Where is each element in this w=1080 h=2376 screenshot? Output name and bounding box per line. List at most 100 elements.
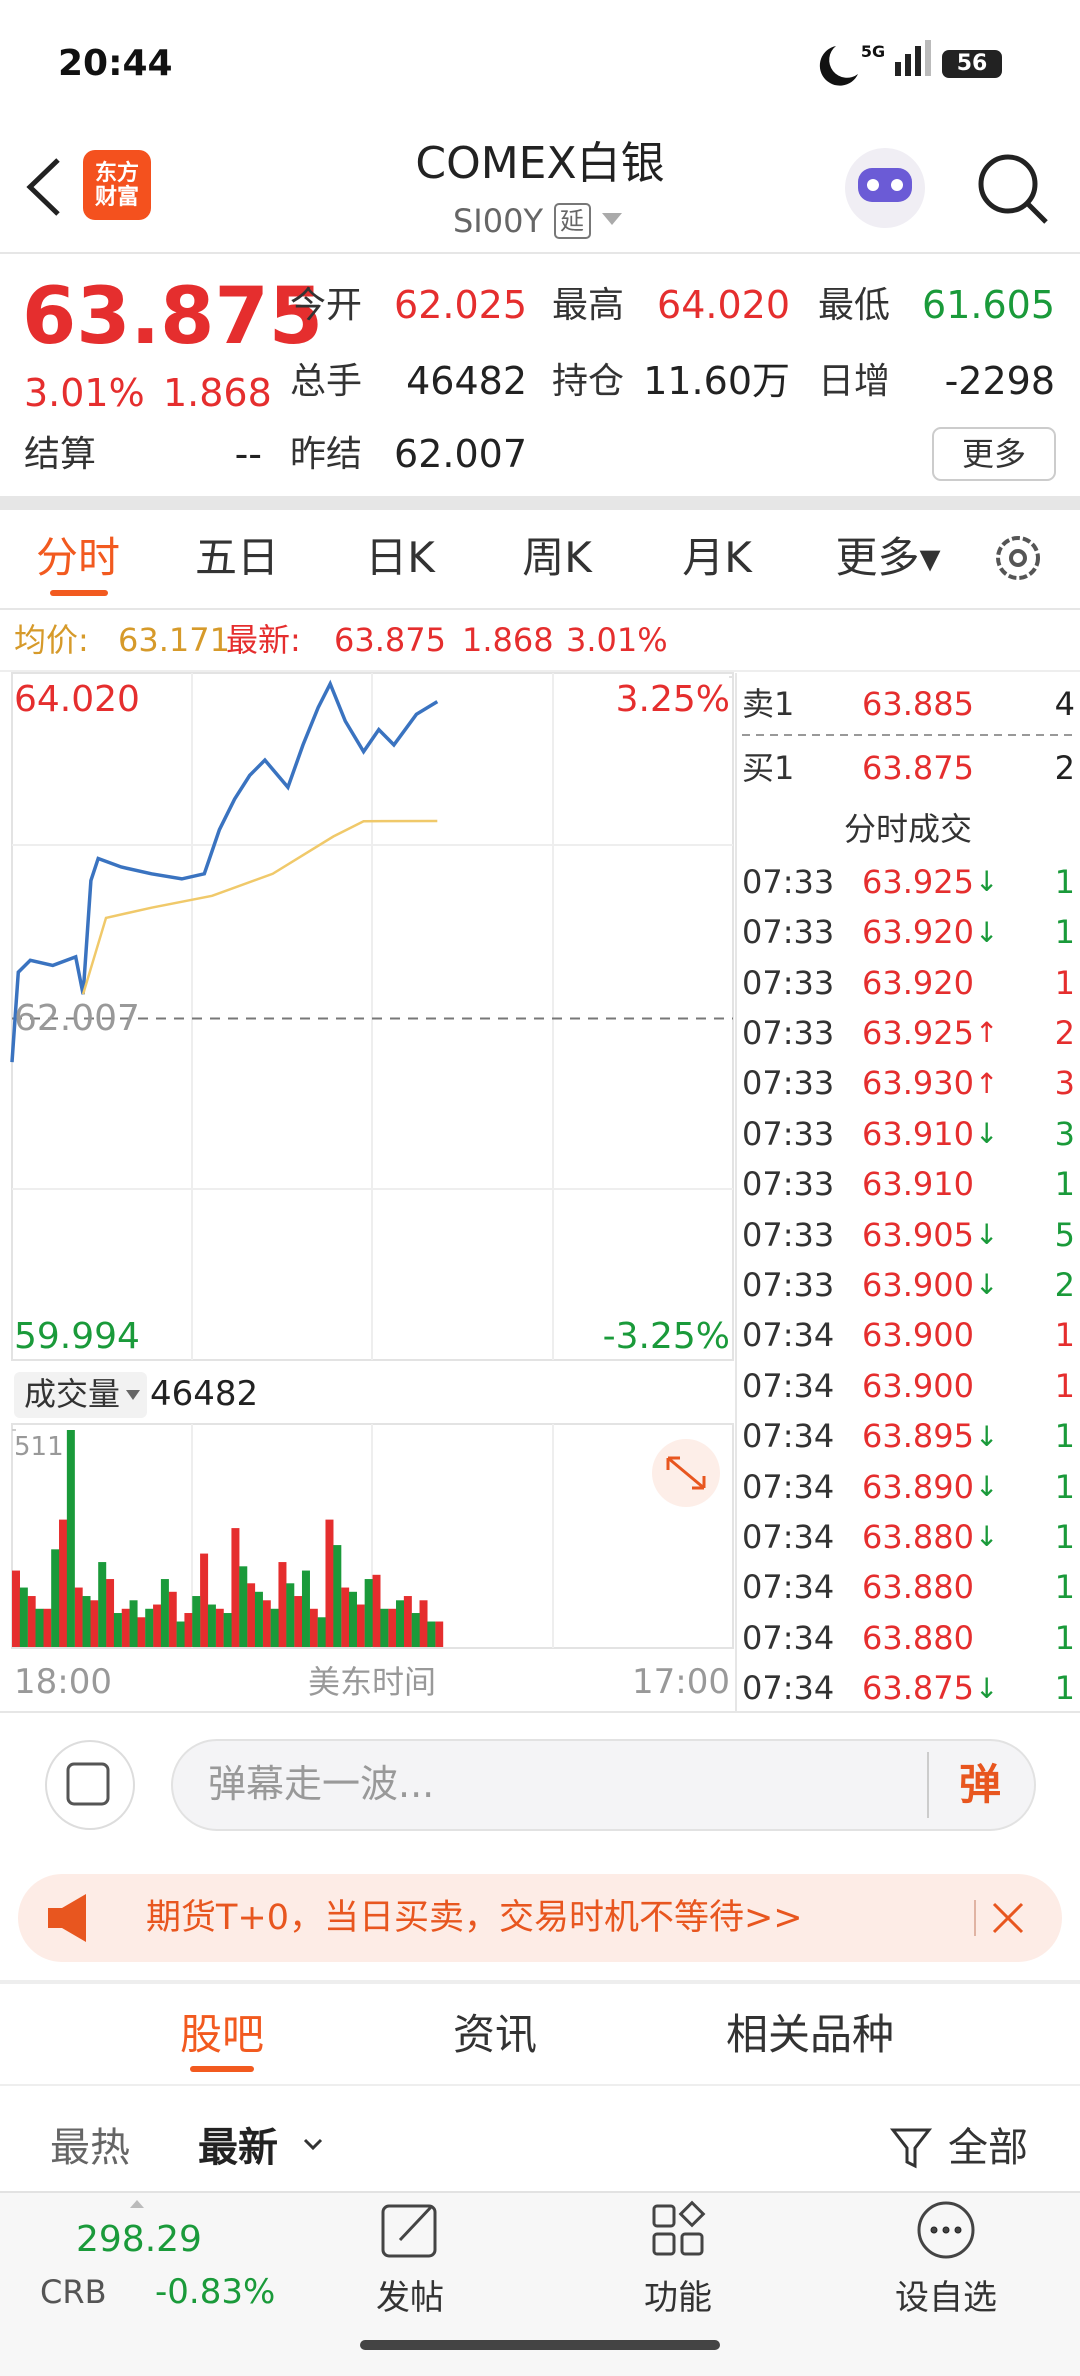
trade-volume: 3 [1054,1064,1075,1103]
trade-time: 07:34 [742,1366,835,1405]
section-tab[interactable]: 相关品种 [725,2009,895,2059]
volume-bar [380,1608,389,1647]
bid-label: 买1 [742,748,795,787]
volume-bar [286,1583,295,1647]
tab[interactable]: 日K [365,532,435,582]
trade-price: 63.880 [862,1568,974,1607]
volume-bar [106,1579,115,1647]
filter[interactable]: 最新 [198,2125,278,2171]
trade-volume: 5 [1054,1215,1075,1254]
field-value: 11.60万 [643,359,790,404]
volume-bar [317,1617,326,1647]
volume-bar [113,1613,122,1647]
trade-time: 07:34 [742,1568,835,1607]
trade-arrow: ↓ [975,915,999,949]
field-value: 62.025 [394,283,527,328]
volume-bar [262,1600,271,1647]
volume-bar [121,1608,130,1647]
section-tab[interactable]: 资讯 [452,2009,538,2059]
x-axis-end: 17:00 [632,1661,730,1702]
volume-bar [348,1591,357,1647]
tab[interactable]: 分时 [35,532,121,582]
trade-volume: 1 [1054,1568,1075,1607]
field-label: 总手 [290,361,363,403]
trade-arrow: ↓ [975,1268,999,1302]
trade-volume: 1 [1054,1165,1075,1204]
nav-item[interactable]: 发帖 [376,2277,444,2318]
volume-bar [223,1613,232,1647]
y-tick-label: 511 [14,1432,64,1463]
trade-time: 07:33 [742,1266,835,1304]
comment-input[interactable]: 弹幕走一波... [208,1762,435,1807]
change: 1.868 [163,371,272,416]
trade-time: 07:34 [742,1467,835,1506]
trade-arrow: ↓ [975,865,999,899]
trade-arrow: ↓ [975,1218,999,1251]
tab[interactable]: 五日 [194,532,280,582]
volume-bar [153,1604,162,1647]
trade-volume: 1 [1054,1669,1075,1708]
latest-label: 最新: [226,620,301,659]
trade-price: 63.880 [862,1618,974,1657]
volume-bar [27,1596,36,1647]
x-axis-start: 18:00 [14,1661,112,1702]
volume-bar [396,1600,405,1647]
volume-bar [278,1562,287,1647]
trade-volume: 1 [1054,1316,1075,1355]
more-button[interactable]: 更多 [961,434,1027,473]
field-value: 46482 [406,359,527,404]
volume-bar [388,1608,397,1647]
trade-time: 07:33 [742,1215,835,1254]
nav-item[interactable]: 设自选 [895,2277,997,2318]
latest-value: 63.875 [334,620,446,659]
trade-price: 63.910 [862,1165,974,1204]
banner-text[interactable]: 期货T+0，当日买卖，交易时机不等待>> [146,1898,803,1938]
volume-bar [427,1621,436,1647]
volume-bar [176,1621,185,1647]
trade-volume: 1 [1054,1417,1075,1456]
danmaku-button[interactable]: 弹 [958,1759,1002,1809]
latest-change: 1.868 [462,620,554,659]
volume-bar [247,1583,256,1647]
field-label: 最高 [552,285,625,327]
ask-volume: 4 [1054,684,1075,723]
volume-bar [325,1519,334,1647]
filter[interactable]: 最热 [50,2125,130,2171]
trades-title: 分时成交 [843,809,973,848]
change-pct: 3.01% [24,371,145,416]
trade-price: 63.925 [862,1014,974,1052]
trade-time: 07:33 [742,862,835,901]
volume-bar [435,1621,444,1647]
trade-price: 63.905 [862,1215,974,1254]
tab[interactable]: 周K [522,532,592,582]
volume-bar [403,1596,412,1647]
section-tab[interactable]: 股吧 [179,2009,265,2059]
trade-time: 07:33 [742,1114,835,1153]
trade-volume: 3 [1054,1114,1075,1153]
field-label: 昨结 [290,434,363,476]
trade-price: 63.920 [862,913,974,952]
trade-time: 07:33 [742,1165,835,1204]
volume-selector[interactable]: 成交量 [24,1374,121,1413]
volume-bar [98,1562,107,1647]
trade-time: 07:33 [742,913,835,952]
tab[interactable]: 更多▾ [835,532,941,582]
volume-bar [74,1587,83,1647]
nav-item[interactable]: 功能 [644,2277,712,2318]
trade-price: 63.875 [862,1669,974,1708]
field-label: 日增 [818,361,891,403]
volume-bar [301,1570,310,1647]
trade-price: 63.900 [862,1366,974,1405]
trade-price: 63.900 [862,1266,974,1304]
volume-bar [207,1604,216,1647]
filter-all[interactable]: 全部 [948,2125,1028,2171]
price-line [10,679,439,1063]
trade-arrow: ↓ [975,1470,999,1503]
volume-bar [184,1613,193,1647]
avg-line [81,819,438,995]
trade-volume: 1 [1054,1618,1075,1657]
field-value: 62.007 [394,432,527,477]
volume-bar [43,1608,52,1647]
tab[interactable]: 月K [682,532,752,582]
